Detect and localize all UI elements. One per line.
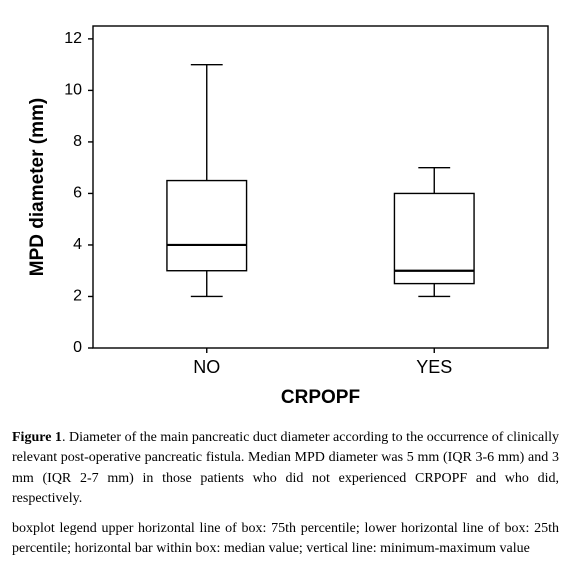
svg-text:4: 4	[73, 236, 82, 253]
figure-caption: Figure 1. Diameter of the main pancreati…	[12, 428, 559, 509]
chart-canvas: 0 2 4 6 8 10 12 MPD diameter (mm) NO YES CRPOPF	[8, 8, 563, 418]
svg-text:YES: YES	[416, 357, 452, 377]
figure-label: Figure 1	[12, 430, 62, 445]
svg-text:NO: NO	[193, 357, 220, 377]
svg-text:12: 12	[64, 30, 82, 47]
boxplot-chart: 0 2 4 6 8 10 12 MPD diameter (mm) NO YES CRPOPF	[8, 8, 563, 418]
svg-text:8: 8	[73, 133, 82, 150]
svg-text:10: 10	[64, 82, 82, 99]
svg-text:MPD diameter (mm): MPD diameter (mm)	[27, 98, 48, 276]
figure-main-text: . Diameter of the main pancreatic duct d…	[12, 430, 559, 506]
svg-text:0: 0	[73, 339, 82, 356]
svg-text:2: 2	[73, 288, 82, 305]
svg-text:CRPOPF: CRPOPF	[281, 387, 360, 408]
svg-text:6: 6	[73, 185, 82, 202]
figure-legend: boxplot legend upper horizontal line of …	[12, 519, 559, 560]
